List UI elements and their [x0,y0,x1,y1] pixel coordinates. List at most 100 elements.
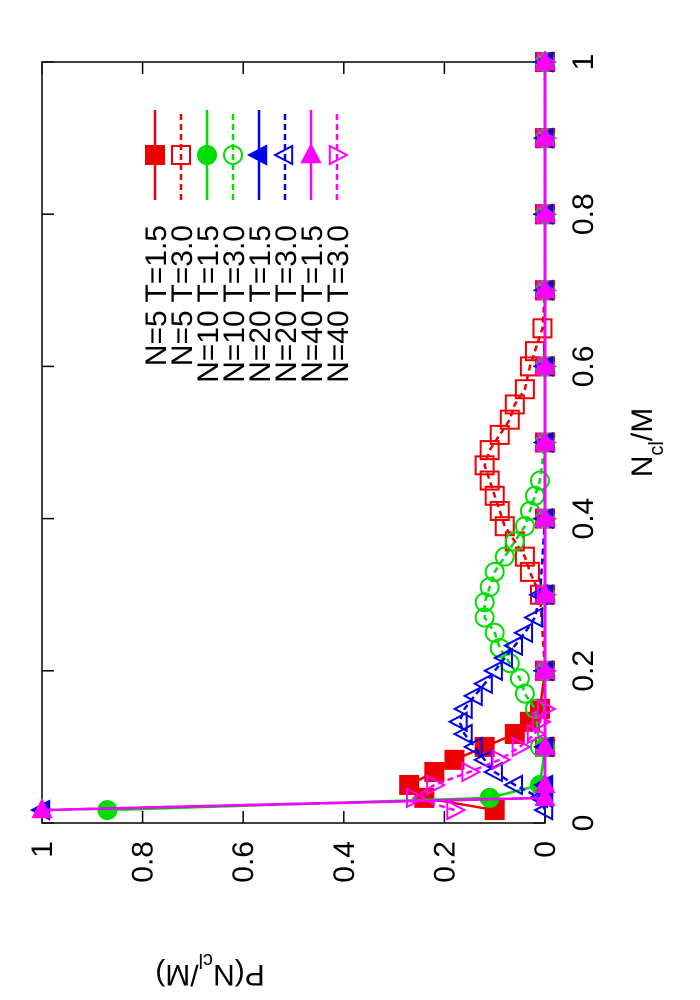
marker [462,736,483,758]
legend-marker [328,144,350,166]
x-tick-label: 0.2 [567,650,600,692]
legend-marker [272,144,294,166]
marker [482,660,503,682]
marker [499,409,520,430]
marker [514,516,535,537]
marker [534,772,556,794]
marker [536,355,558,378]
marker [536,431,558,454]
marker [494,516,515,537]
y-tick-label: 0.2 [428,841,461,883]
marker [461,761,482,783]
x-axis-label-part: N [626,456,659,478]
marker [512,622,534,644]
legend-label: N=5 T=3.0 [166,225,199,366]
marker [531,711,553,733]
marker [489,424,510,445]
y-tick-label: 0.8 [127,841,160,883]
marker [514,683,535,704]
x-axis-label-part: cl [646,441,668,455]
y-axis-label-part: P(N [213,958,265,991]
legend-marker [300,142,322,164]
marker [514,546,535,567]
legend-marker [246,144,268,166]
rotated-plot: 00.20.40.60.8100.20.40.60.81Ncl/MP(Ncl/M… [26,49,668,991]
legend-marker [171,145,191,165]
marker [484,622,505,643]
marker [522,606,544,629]
marker [472,673,493,695]
marker [426,774,447,796]
marker [462,685,483,707]
marker [502,635,524,657]
marker [31,798,53,819]
x-tick-label: 0.8 [567,193,600,235]
marker [504,723,525,744]
marker [474,592,495,613]
marker [511,736,532,758]
legend-marker [145,145,165,165]
marker [536,660,558,682]
marker [452,698,473,720]
marker [536,279,558,301]
marker [491,749,512,771]
marker [97,800,118,821]
marker [534,785,556,807]
legend-label: N=40 T=3.0 [322,225,355,383]
marker [509,668,530,689]
x-tick-label: 1 [567,54,600,71]
plot-frame [41,61,546,824]
y-tick-label: 1 [26,841,59,858]
marker [479,470,500,491]
marker [529,470,550,491]
x-axis-label: Ncl/M [626,408,668,477]
marker [406,787,427,809]
marker [484,485,505,506]
marker [479,440,500,461]
y-tick-label: 0.6 [227,841,260,883]
legend-label: N=5 T=1.5 [140,225,173,366]
marker [446,799,467,821]
legend-label: N=10 T=3.0 [218,225,251,383]
marker [536,203,558,225]
marker [494,546,515,567]
y-axis-label-part: /M) [155,958,198,991]
marker [536,584,558,606]
marker [534,734,556,756]
legend-label: N=40 T=1.5 [296,225,329,383]
legend-marker [223,145,243,165]
marker [474,455,495,476]
marker [536,127,558,149]
marker [504,394,525,415]
series-line [411,62,547,812]
x-tick-label: 0.4 [567,498,600,540]
x-axis-label-part: /M [626,408,659,441]
x-tick-label: 0 [567,815,600,832]
marker [444,749,465,770]
legend-label: N=10 T=1.5 [192,225,225,383]
y-tick-label: 0 [529,841,562,858]
marker [514,379,535,400]
legend-marker [197,145,217,165]
x-tick-label: 0.6 [567,346,600,388]
legend-label: N=20 T=1.5 [244,225,277,383]
marker [489,500,510,521]
series-line [406,62,547,812]
marker [536,51,558,73]
marker [399,774,420,795]
marker [492,647,513,669]
y-axis-label-part: cl [199,949,213,971]
marker [504,531,525,552]
marker [502,774,524,796]
marker [536,698,558,720]
legend-label: N=20 T=3.0 [270,225,303,383]
marker [484,561,505,582]
y-axis-label: P(Ncl/M) [155,949,264,991]
marker [519,561,540,582]
y-tick-label: 0.4 [328,841,361,883]
marker [474,607,495,628]
marker [532,318,553,339]
marker [447,711,468,733]
